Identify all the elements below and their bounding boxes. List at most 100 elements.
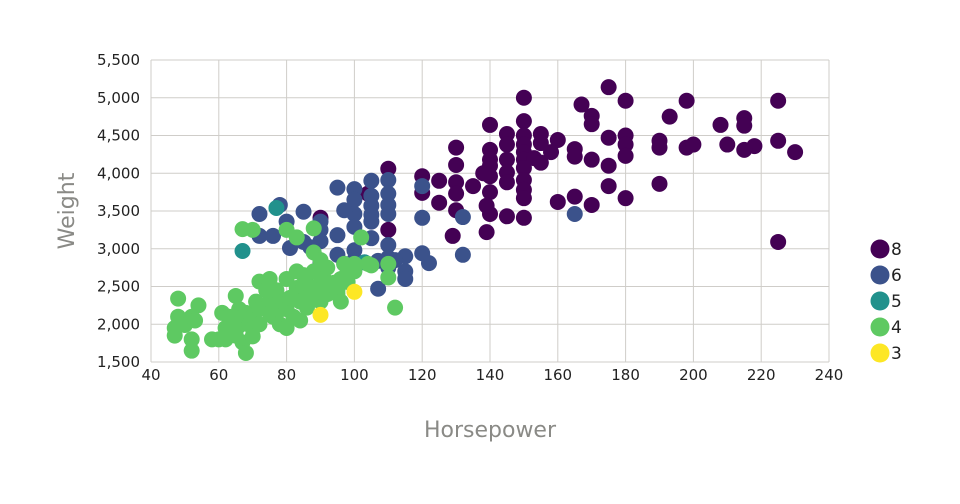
y-tick-label: 4,000 <box>97 164 140 182</box>
data-point-cyl-8 <box>600 79 617 96</box>
data-point-cyl-8 <box>770 132 787 149</box>
data-point-cyl-4 <box>187 312 204 329</box>
x-tick-label: 80 <box>277 366 296 384</box>
x-axis-ticks: 40 60 80 100 120 140 160 180 200 220 240 <box>141 366 843 384</box>
data-point-cyl-6 <box>363 213 380 230</box>
data-point-cyl-8 <box>719 136 736 153</box>
data-point-cyl-8 <box>498 151 515 168</box>
data-point-cyl-6 <box>414 209 431 226</box>
data-point-cyl-8 <box>482 184 498 201</box>
data-point-cyl-8 <box>515 209 532 226</box>
data-point-cyl-4 <box>305 220 322 237</box>
data-point-cyl-8 <box>583 151 600 168</box>
data-point-cyl-5 <box>234 243 251 260</box>
legend-marker-3 <box>870 343 890 363</box>
data-point-cyl-4 <box>251 316 268 333</box>
data-points <box>166 79 804 361</box>
data-point-cyl-8 <box>583 196 600 213</box>
data-point-cyl-8 <box>515 113 532 130</box>
x-tick-label: 120 <box>408 366 437 384</box>
data-point-cyl-4 <box>227 287 244 304</box>
data-point-cyl-4 <box>170 290 187 307</box>
data-point-cyl-8 <box>678 92 695 109</box>
data-point-cyl-8 <box>617 92 634 109</box>
data-point-cyl-8 <box>573 96 590 113</box>
legend-label-6: 6 <box>891 266 902 286</box>
data-point-cyl-5 <box>268 199 285 216</box>
data-point-cyl-8 <box>712 116 729 133</box>
data-point-cyl-8 <box>448 185 465 202</box>
data-point-cyl-8 <box>478 197 495 214</box>
data-point-cyl-8 <box>498 136 515 153</box>
data-point-cyl-8 <box>431 172 448 189</box>
data-point-cyl-8 <box>465 178 482 195</box>
data-point-cyl-6 <box>380 185 397 202</box>
data-point-cyl-4 <box>190 297 207 314</box>
data-point-cyl-4 <box>237 344 254 361</box>
data-point-cyl-6 <box>414 178 431 195</box>
data-point-cyl-3 <box>312 306 329 323</box>
data-point-cyl-8 <box>661 108 678 125</box>
data-point-cyl-6 <box>454 246 471 263</box>
data-point-cyl-6 <box>397 270 414 287</box>
data-point-cyl-6 <box>346 191 363 208</box>
x-tick-label: 240 <box>815 366 844 384</box>
data-point-cyl-4 <box>353 229 370 246</box>
x-tick-label: 100 <box>340 366 369 384</box>
data-point-cyl-8 <box>444 227 461 244</box>
data-point-cyl-8 <box>482 116 498 133</box>
data-point-cyl-8 <box>583 116 600 133</box>
data-point-cyl-4 <box>363 257 380 274</box>
legend-marker-4 <box>870 317 890 337</box>
data-point-cyl-8 <box>600 178 617 195</box>
data-point-cyl-8 <box>770 233 787 250</box>
data-point-cyl-6 <box>265 227 282 244</box>
data-point-cyl-8 <box>475 165 492 182</box>
x-tick-label: 200 <box>679 366 708 384</box>
data-point-cyl-8 <box>549 193 566 210</box>
data-point-cyl-8 <box>566 148 583 165</box>
data-point-cyl-6 <box>370 280 387 297</box>
data-point-cyl-8 <box>617 147 634 164</box>
data-point-cyl-8 <box>651 175 668 192</box>
data-point-cyl-8 <box>770 92 787 109</box>
data-point-cyl-4 <box>380 269 397 286</box>
data-point-cyl-4 <box>380 255 397 272</box>
data-point-cyl-6 <box>380 172 397 189</box>
data-point-cyl-4 <box>319 259 336 276</box>
data-point-cyl-6 <box>336 202 353 219</box>
data-point-cyl-8 <box>617 190 634 207</box>
data-point-cyl-8 <box>736 141 753 158</box>
legend: 8 6 5 4 3 <box>870 239 902 364</box>
legend-label-3: 3 <box>891 344 902 364</box>
data-point-cyl-8 <box>380 160 397 177</box>
data-point-cyl-8 <box>448 174 465 191</box>
y-tick-label: 5,500 <box>97 51 140 69</box>
data-point-cyl-6 <box>566 206 583 223</box>
data-point-cyl-6 <box>329 179 346 196</box>
data-point-cyl-4 <box>234 221 251 238</box>
legend-marker-6 <box>870 265 890 285</box>
x-tick-label: 220 <box>747 366 776 384</box>
data-point-cyl-4 <box>183 342 200 359</box>
data-point-cyl-4 <box>346 255 363 272</box>
data-point-cyl-8 <box>478 224 495 241</box>
data-point-cyl-8 <box>532 154 549 171</box>
data-point-cyl-8 <box>515 159 532 176</box>
data-point-cyl-6 <box>414 245 431 262</box>
data-point-cyl-8 <box>600 157 617 174</box>
data-point-cyl-8 <box>515 89 532 106</box>
data-point-cyl-4 <box>183 331 200 348</box>
data-point-cyl-8 <box>543 144 560 161</box>
y-tick-label: 3,500 <box>97 202 140 220</box>
legend-marker-8 <box>870 239 890 259</box>
x-tick-label: 160 <box>543 366 572 384</box>
data-point-cyl-8 <box>498 174 515 191</box>
legend-label-5: 5 <box>891 292 902 312</box>
data-point-cyl-8 <box>685 136 702 153</box>
data-point-cyl-8 <box>515 190 532 207</box>
data-point-cyl-8 <box>566 188 583 205</box>
data-point-cyl-6 <box>454 209 471 226</box>
data-point-cyl-4 <box>332 293 349 310</box>
y-tick-label: 2,500 <box>97 278 140 296</box>
